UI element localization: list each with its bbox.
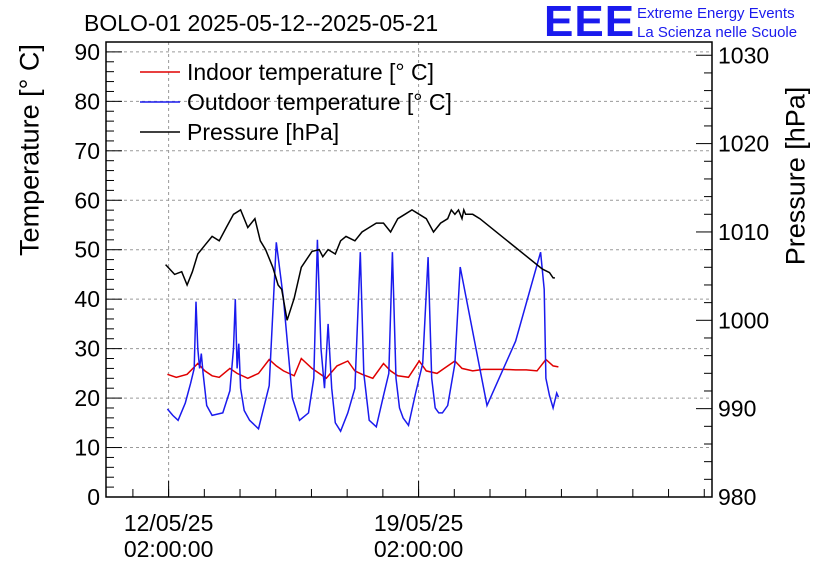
logo-caption-line2: La Scienza nelle Scuole bbox=[637, 24, 798, 41]
y2-tick-label: 1020 bbox=[718, 131, 769, 157]
legend-label: Pressure [hPa] bbox=[187, 119, 339, 145]
y-tick-label: 30 bbox=[74, 336, 100, 362]
legend-label: Indoor temperature [° C] bbox=[187, 59, 434, 85]
y-tick-label: 50 bbox=[74, 237, 100, 263]
logo-caption: Extreme Energy Events La Scienza nelle S… bbox=[637, 4, 797, 42]
x-tick-label-date: 12/05/25 bbox=[124, 510, 214, 536]
x-tick-label-time: 02:00:00 bbox=[374, 536, 464, 562]
x-tick-label-time: 02:00:00 bbox=[124, 536, 214, 562]
y2-tick-label: 980 bbox=[718, 484, 756, 510]
y-tick-label: 40 bbox=[74, 286, 100, 312]
pressure-line bbox=[165, 207, 555, 321]
y-tick-label: 10 bbox=[74, 435, 100, 461]
y2-tick-label: 1000 bbox=[718, 307, 769, 333]
eee-logo: EEE bbox=[544, 0, 636, 46]
logo-caption-line1: Extreme Energy Events bbox=[637, 5, 795, 22]
y2-tick-label: 1010 bbox=[718, 219, 769, 245]
y-tick-label: 0 bbox=[87, 484, 100, 510]
y2-tick-label: 1030 bbox=[718, 42, 769, 68]
y2-tick-label: 990 bbox=[718, 396, 756, 422]
y-tick-label: 80 bbox=[74, 88, 100, 114]
y-tick-label: 70 bbox=[74, 138, 100, 164]
y-tick-label: 20 bbox=[74, 385, 100, 411]
x-tick-label-date: 19/05/25 bbox=[374, 510, 464, 536]
y-tick-label: 90 bbox=[74, 39, 100, 65]
chart-title: BOLO-01 2025-05-12--2025-05-21 bbox=[84, 10, 439, 36]
outdoor-temperature-line bbox=[166, 239, 560, 433]
legend-label: Outdoor temperature [° C] bbox=[187, 89, 452, 115]
y-tick-label: 60 bbox=[74, 187, 100, 213]
